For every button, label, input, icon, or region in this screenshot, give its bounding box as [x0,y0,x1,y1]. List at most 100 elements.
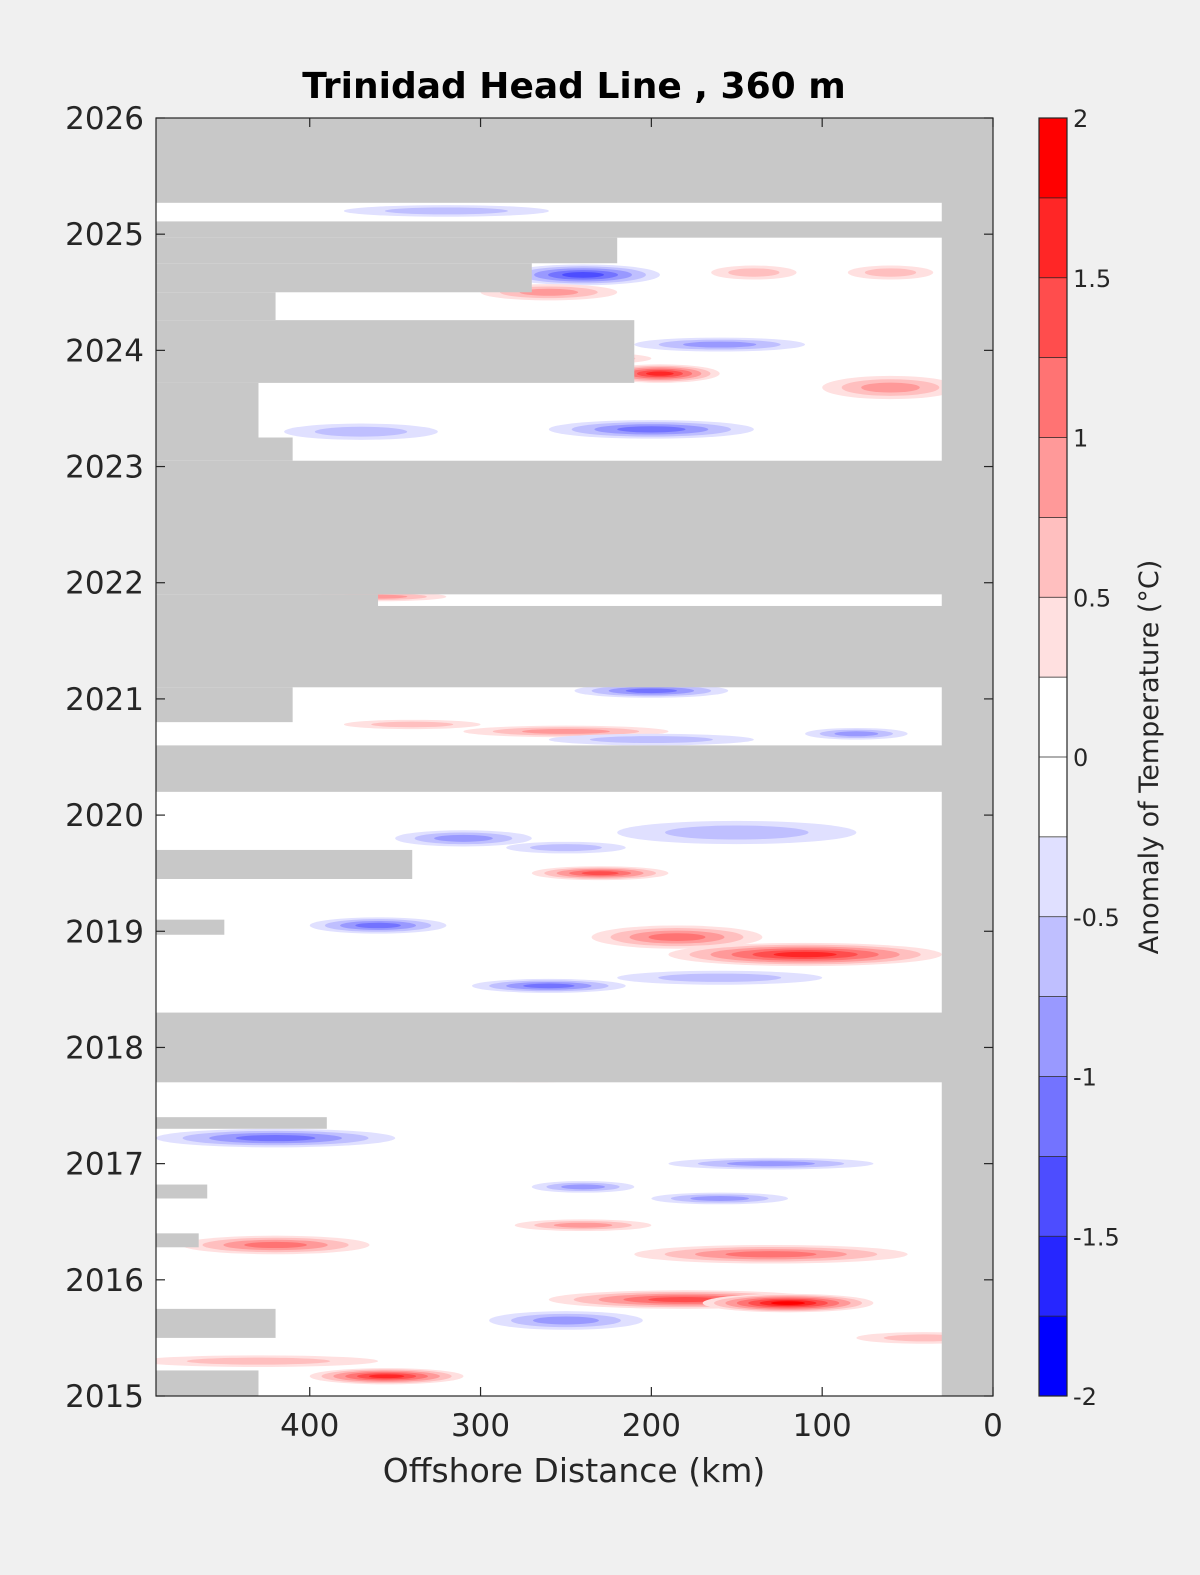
colorbar: -2 -1.5 -1 -0.5 0 0.5 1 1.5 2 [1038,105,1120,1411]
y-tick-label: 2018 [65,1030,144,1066]
anomaly-feature [634,337,806,352]
nodata-region [156,320,635,383]
y-tick-label: 2020 [65,798,144,834]
anomaly-feature [506,264,660,286]
nodata-region [941,118,993,1396]
colorbar-tick-label: 1.5 [1073,265,1111,293]
y-tick-label: 2021 [65,682,144,718]
nodata-region [156,237,618,264]
nodata-region [156,221,993,238]
nodata-region [156,1308,276,1338]
anomaly-feature [805,727,908,740]
anomaly-feature [489,1311,643,1330]
colorbar-segment [1039,118,1067,199]
anomaly-feature [395,830,532,847]
colorbar-segment [1039,1156,1067,1237]
anomaly-feature [668,942,942,967]
anomaly-feature [548,733,754,746]
y-tick-label: 2016 [65,1263,144,1299]
colorbar-segment [1039,437,1067,518]
y-tick-label: 2024 [65,333,144,369]
nodata-region [156,118,993,203]
anomaly-feature [617,820,857,845]
colorbar-segment [1039,836,1067,918]
colorbar-segment [1039,757,1067,838]
anomaly-feature [548,420,754,439]
y-tick-label: 2022 [65,566,144,602]
anomaly-feature [506,841,626,854]
x-axis: 400 300 200 100 0 [280,118,1003,1444]
colorbar-tick-label: -1 [1073,1064,1097,1092]
nodata-region [156,919,225,935]
nodata-region [156,849,413,879]
colorbar-segment [1039,197,1067,279]
anomaly-feature [711,265,797,280]
x-tick-label: 300 [451,1408,510,1444]
y-tick-label: 2025 [65,217,144,253]
colorbar-tick-label: -2 [1073,1383,1097,1411]
nodata-region [156,1184,208,1199]
colorbar-tick-label: 2 [1073,105,1088,133]
x-tick-label: 100 [793,1408,852,1444]
anomaly-layer [156,205,993,1385]
anomaly-feature [343,205,549,217]
anomaly-feature [531,1181,635,1193]
colorbar-segment [1039,677,1067,758]
x-axis-label: Offshore Distance (km) [383,1451,765,1490]
anomaly-feature [156,1128,396,1148]
colorbar-segment [1039,1236,1067,1317]
anomaly-feature [574,683,729,698]
anomaly-feature [531,866,669,881]
anomaly-feature [847,265,934,280]
y-tick-label: 2017 [65,1147,144,1183]
y-axis: 2015 2016 2017 2018 2019 2020 2021 2022 2023 2024… [65,101,993,1415]
nodata-region [156,437,293,461]
colorbar-segment [1039,357,1067,438]
nodata-region [156,1233,199,1248]
anomaly-feature [284,423,438,440]
nodata-layer [156,118,993,1396]
nodata-region [156,687,293,723]
nodata-region [156,1012,993,1083]
anomaly-feature [514,1219,652,1232]
plot-frame [155,117,994,1397]
colorbar-segment [1039,517,1067,598]
nodata-region [156,382,259,438]
x-tick-label: 400 [280,1408,339,1444]
anomaly-feature [472,978,626,993]
x-tick-label: 0 [983,1408,1003,1444]
anomaly-feature [822,375,959,400]
y-tick-label: 2026 [65,101,144,137]
colorbar-segment [1039,597,1067,678]
colorbar-tick-label: 0 [1073,744,1088,772]
colorbar-segment [1039,277,1067,359]
y-tick-label: 2019 [65,914,144,950]
anomaly-feature [156,1355,379,1367]
nodata-region [156,1370,259,1396]
y-tick-label: 2015 [65,1379,144,1415]
nodata-region [156,745,993,792]
anomaly-feature [702,1293,874,1313]
anomaly-feature [651,1192,789,1205]
nodata-region [156,1117,327,1129]
nodata-region [156,263,532,293]
colorbar-tick-label: -0.5 [1073,904,1120,932]
anomaly-feature [591,925,763,949]
colorbar-label: Anomaly of Temperature (°C) [1134,560,1165,955]
colorbar-segment [1039,996,1067,1077]
colorbar-segment [1039,1076,1067,1157]
colorbar-segment [1039,1316,1067,1397]
colorbar-tick-label: 0.5 [1073,584,1111,612]
anomaly-feature [634,1244,908,1264]
nodata-region [156,292,276,321]
y-tick-label: 2023 [65,450,144,486]
colorbar-frame [1038,117,1068,1397]
nodata-region [156,605,993,688]
anomaly-feature [343,719,481,730]
anomaly-feature [309,917,447,934]
colorbar-tick-label: 1 [1073,425,1088,453]
colorbar-segment [1039,916,1067,998]
anomaly-feature [181,1235,370,1255]
x-tick-label: 200 [622,1408,681,1444]
